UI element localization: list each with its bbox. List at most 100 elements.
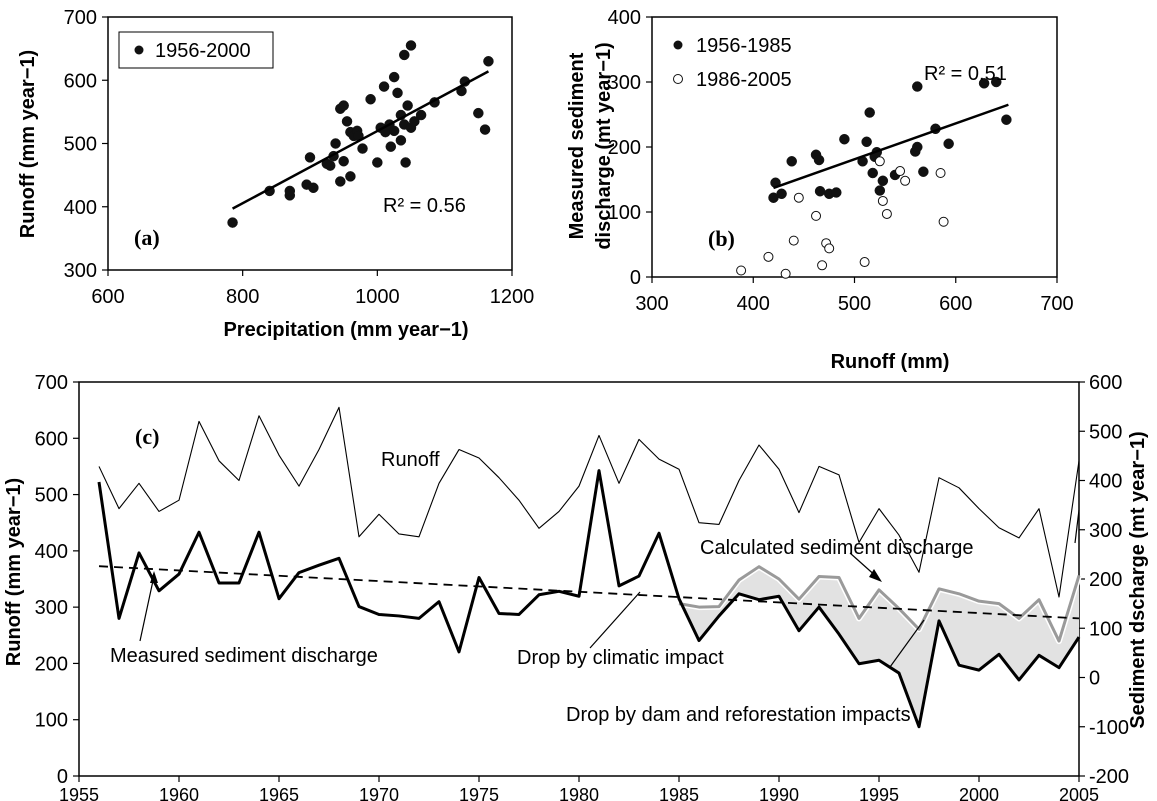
data-point-a: [308, 182, 319, 194]
y-tick-label-b: 100: [608, 202, 641, 224]
legend-label-b1: 1956-1985: [696, 35, 792, 57]
y-tick-label-b: 400: [608, 7, 641, 29]
data-point-b: [814, 185, 826, 197]
open-point-b: [938, 216, 949, 227]
x-tick-label-b: 700: [1040, 293, 1073, 315]
data-point-b: [912, 141, 923, 153]
data-point-b: [867, 167, 878, 179]
data-point-b: [776, 188, 787, 200]
data-point-a: [341, 116, 353, 127]
x-tick-label-c: 1990: [759, 785, 799, 801]
trendline-b: [773, 103, 1009, 190]
data-point-b: [839, 133, 850, 145]
data-point-b: [874, 185, 886, 196]
x-axis-label-a: Precipitation (mm year−1): [223, 319, 468, 341]
x-tick-label-b: 600: [939, 293, 972, 315]
data-point-b: [1001, 114, 1012, 125]
y-right-tick-label-c: 0: [1089, 668, 1100, 690]
y-tick-label-a: 300: [64, 260, 97, 282]
data-point-a: [388, 71, 400, 83]
data-point-a: [483, 56, 494, 67]
data-point-b: [978, 78, 990, 89]
y-right-tick-label-c: -100: [1089, 717, 1129, 739]
open-point-b: [788, 235, 799, 246]
measured-sediment-line: [97, 469, 1081, 729]
data-point-a: [479, 124, 491, 135]
data-point-a: [335, 176, 346, 187]
open-point-b: [780, 268, 791, 279]
data-point-a: [365, 93, 376, 105]
y-left-tick-label-c: 300: [35, 597, 68, 619]
panel-b: 300 400 500 600 700 0 100 200 300 400 1956-1985 1…: [566, 7, 1074, 373]
y-tick-label-b: 0: [630, 267, 641, 289]
legend-marker-b2: [673, 74, 683, 84]
y-left-tick-label-c: 400: [35, 541, 68, 563]
data-point-a: [345, 171, 356, 182]
x-tick-label-c: 1955: [59, 785, 99, 801]
y-right-tick-label-c: 300: [1089, 520, 1122, 542]
open-point-b: [874, 156, 885, 167]
data-point-a: [372, 157, 383, 168]
y-left-tick-label-c: 600: [35, 428, 68, 450]
data-point-a: [378, 81, 390, 92]
axis-ticks-a: 600 800 1000 1200 300 400 500 600 700: [64, 7, 535, 308]
open-point-b: [859, 257, 870, 268]
data-point-b: [864, 107, 875, 118]
data-point-b: [861, 136, 872, 148]
climatic-trend-line: [98, 565, 1080, 620]
legend-marker-a: [134, 45, 144, 55]
legend-marker-b1: [673, 40, 683, 50]
data-point-a: [473, 107, 484, 119]
panel-c: 1955 1960 1965 1970 1975 1980 1985 1990 1995 2000…: [3, 372, 1149, 801]
x-tick-label-a: 1200: [490, 286, 535, 308]
x-tick-label-a: 600: [91, 286, 124, 308]
y-tick-label-a: 600: [64, 70, 97, 92]
y-left-tick-label-c: 500: [35, 485, 68, 507]
x-tick-label-c: 2000: [959, 785, 999, 801]
y-tick-label-a: 500: [64, 134, 97, 156]
x-tick-label-a: 1000: [355, 286, 400, 308]
data-point-a: [227, 217, 238, 228]
legend-label-a: 1956-2000: [155, 40, 251, 62]
data-point-b: [918, 166, 929, 177]
data-point-a: [304, 152, 316, 163]
x-tick-label-c: 1965: [259, 785, 299, 801]
data-point-a: [409, 116, 420, 127]
y-axis-label-b1: Measured sediment: [566, 52, 588, 239]
x-axis-label-b: Runoff (mm): [831, 351, 950, 373]
open-point-b: [895, 166, 906, 177]
data-point-b: [877, 175, 889, 187]
data-point-b: [943, 138, 954, 149]
data-point-b: [912, 81, 923, 92]
y-tick-label-b: 200: [608, 137, 641, 159]
open-point-b: [881, 208, 892, 219]
y-right-tick-label-c: -200: [1089, 766, 1129, 788]
x-tick-label-c: 1985: [659, 785, 699, 801]
data-point-b: [813, 154, 825, 166]
data-point-a: [402, 100, 413, 111]
y-left-tick-label-c: 0: [57, 766, 68, 788]
points-b: [736, 76, 1012, 279]
open-point-b: [736, 265, 747, 276]
data-point-a: [399, 49, 410, 61]
y-right-tick-label-c: 600: [1089, 372, 1122, 394]
data-point-a: [330, 138, 341, 149]
data-point-b: [786, 156, 797, 167]
open-point-b: [900, 175, 911, 186]
y-axis-label-left-c: Runoff (mm year−1): [3, 478, 25, 666]
calculated-sediment-line: [678, 565, 1081, 643]
legend-label-b2: 1986-2005: [696, 69, 792, 91]
legend-box-a: [118, 31, 274, 69]
panel-label-c: (c): [135, 424, 159, 449]
data-point-b: [991, 76, 1002, 88]
axis-ticks-b: 300 400 500 600 700 0 100 200 300 400: [608, 7, 1074, 315]
annotation-runoff: Runoff: [381, 449, 440, 471]
data-point-a: [284, 185, 296, 197]
x-tick-label-c: 1970: [359, 785, 399, 801]
y-right-tick-label-c: 100: [1089, 618, 1122, 640]
x-tick-label-c: 1960: [159, 785, 199, 801]
data-point-a: [357, 143, 368, 154]
open-point-b: [935, 168, 946, 178]
panel-label-a: (a): [134, 225, 160, 250]
